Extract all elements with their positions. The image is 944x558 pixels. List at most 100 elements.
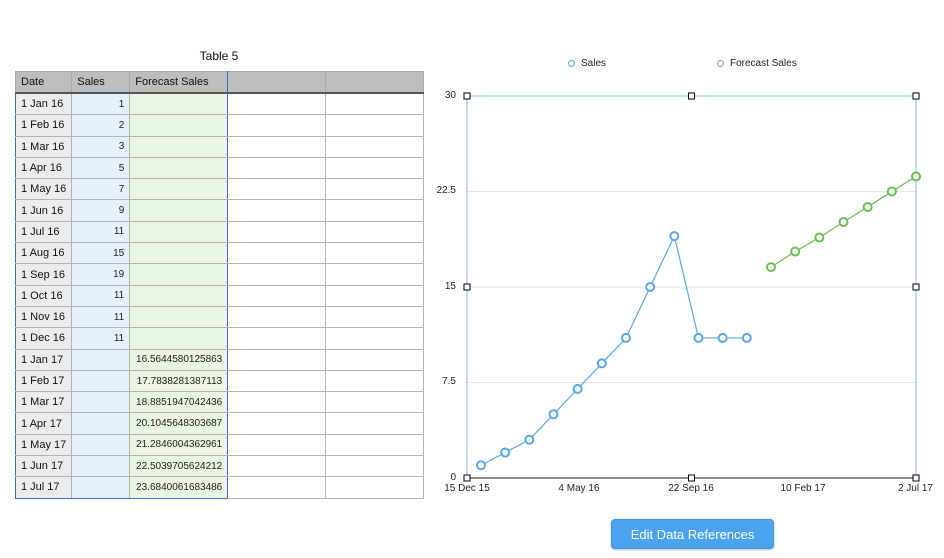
date-cell[interactable]: 1 Jul 17 (14, 476, 73, 499)
sales-cell[interactable] (71, 476, 131, 499)
date-cell[interactable]: 1 Aug 16 (14, 242, 73, 265)
empty-cell[interactable] (227, 369, 327, 393)
sales-cell[interactable]: 11 (71, 284, 131, 307)
empty-cell[interactable] (325, 327, 425, 350)
forecast-sales-cell[interactable]: 22.5039705624212 (129, 455, 229, 478)
sales-cell[interactable]: 5 (71, 156, 131, 180)
sales-cell[interactable] (71, 391, 131, 414)
resize-handle[interactable] (463, 474, 471, 482)
date-cell[interactable]: 1 May 16 (14, 178, 73, 201)
empty-cell[interactable] (325, 178, 425, 201)
empty-cell[interactable] (227, 327, 327, 350)
empty-cell[interactable] (227, 263, 327, 286)
date-cell[interactable]: 1 Mar 16 (14, 135, 73, 158)
forecast-sales-cell[interactable] (129, 199, 229, 222)
empty-cell[interactable] (227, 199, 327, 222)
empty-cell[interactable] (325, 391, 425, 414)
empty-cell[interactable] (227, 433, 327, 457)
empty-cell[interactable] (325, 114, 425, 137)
date-cell[interactable]: 1 Oct 16 (14, 284, 73, 307)
empty-cell[interactable] (227, 348, 327, 371)
forecast-sales-cell[interactable]: 20.1045648303687 (129, 412, 229, 435)
sales-cell[interactable]: 7 (71, 178, 131, 201)
header-forecast-sales[interactable]: Forecast Sales (129, 71, 229, 94)
empty-cell[interactable] (325, 476, 425, 499)
forecast-sales-cell[interactable]: 23.6840061683486 (129, 476, 229, 499)
date-cell[interactable]: 1 Dec 16 (14, 327, 73, 350)
empty-cell[interactable] (325, 412, 425, 435)
forecast-sales-cell[interactable]: 17.7838281387113 (129, 369, 229, 393)
empty-cell[interactable] (325, 455, 425, 478)
date-cell[interactable]: 1 Apr 16 (14, 156, 73, 180)
empty-cell[interactable] (227, 156, 327, 180)
sales-cell[interactable]: 19 (71, 263, 131, 286)
resize-handle[interactable] (912, 92, 920, 100)
date-cell[interactable]: 1 Jan 17 (14, 348, 73, 371)
forecast-sales-cell[interactable]: 21.2846004362961 (129, 433, 229, 457)
sales-cell[interactable]: 3 (71, 135, 131, 158)
empty-cell[interactable] (227, 284, 327, 307)
date-cell[interactable]: 1 Nov 16 (14, 305, 73, 329)
empty-cell[interactable] (227, 391, 327, 414)
empty-cell[interactable] (227, 114, 327, 137)
empty-cell[interactable] (325, 284, 425, 307)
sales-cell[interactable]: 1 (71, 92, 131, 116)
sales-cell[interactable] (71, 348, 131, 371)
resize-handle[interactable] (912, 474, 920, 482)
legend-item-sales[interactable]: Sales (568, 58, 606, 69)
date-cell[interactable]: 1 Sep 16 (14, 263, 73, 286)
forecast-sales-cell[interactable]: 16.5644580125863 (129, 348, 229, 371)
forecast-sales-cell[interactable] (129, 178, 229, 201)
forecast-sales-cell[interactable] (129, 284, 229, 307)
resize-handle[interactable] (688, 474, 695, 482)
legend-item-forecast-sales[interactable]: Forecast Sales (717, 58, 797, 69)
sales-cell[interactable] (71, 433, 131, 457)
empty-cell[interactable] (325, 199, 425, 222)
date-cell[interactable]: 1 Feb 16 (14, 114, 73, 137)
empty-cell[interactable] (325, 263, 425, 286)
resize-handle[interactable] (912, 283, 920, 291)
empty-cell[interactable] (325, 135, 425, 158)
header-empty-col-4[interactable] (227, 71, 327, 94)
sales-cell[interactable]: 11 (71, 327, 131, 350)
resize-handle[interactable] (463, 92, 471, 100)
date-cell[interactable]: 1 Feb 17 (14, 369, 73, 393)
data-table[interactable]: Date Sales Forecast Sales 1 Jan 16 1 1 Feb… (14, 71, 425, 499)
empty-cell[interactable] (227, 412, 327, 435)
empty-cell[interactable] (227, 305, 327, 329)
sales-cell[interactable]: 15 (71, 242, 131, 265)
forecast-sales-cell[interactable] (129, 135, 229, 158)
edit-data-references-button[interactable]: Edit Data References (611, 519, 774, 549)
empty-cell[interactable] (325, 305, 425, 329)
sales-cell[interactable] (71, 369, 131, 393)
empty-cell[interactable] (325, 433, 425, 457)
empty-cell[interactable] (325, 220, 425, 244)
date-cell[interactable]: 1 Mar 17 (14, 391, 73, 414)
resize-handle[interactable] (463, 283, 471, 291)
empty-cell[interactable] (227, 476, 327, 499)
empty-cell[interactable] (227, 178, 327, 201)
forecast-sales-cell[interactable] (129, 220, 229, 244)
resize-handle[interactable] (688, 92, 695, 100)
forecast-sales-cell[interactable] (129, 305, 229, 329)
sales-cell[interactable] (71, 455, 131, 478)
empty-cell[interactable] (325, 92, 425, 116)
sales-cell[interactable]: 11 (71, 305, 131, 329)
header-date[interactable]: Date (14, 71, 73, 94)
date-cell[interactable]: 1 Jan 16 (14, 92, 73, 116)
empty-cell[interactable] (227, 242, 327, 265)
forecast-sales-cell[interactable] (129, 92, 229, 116)
date-cell[interactable]: 1 Jul 16 (14, 220, 73, 244)
date-cell[interactable]: 1 May 17 (14, 433, 73, 457)
empty-cell[interactable] (227, 135, 327, 158)
forecast-sales-cell[interactable] (129, 327, 229, 350)
sales-cell[interactable]: 11 (71, 220, 131, 244)
empty-cell[interactable] (325, 242, 425, 265)
empty-cell[interactable] (227, 220, 327, 244)
header-sales[interactable]: Sales (71, 71, 131, 94)
forecast-sales-cell[interactable] (129, 156, 229, 180)
forecast-sales-cell[interactable] (129, 114, 229, 137)
empty-cell[interactable] (227, 455, 327, 478)
date-cell[interactable]: 1 Jun 16 (14, 199, 73, 222)
header-empty-col-5[interactable] (325, 71, 425, 94)
